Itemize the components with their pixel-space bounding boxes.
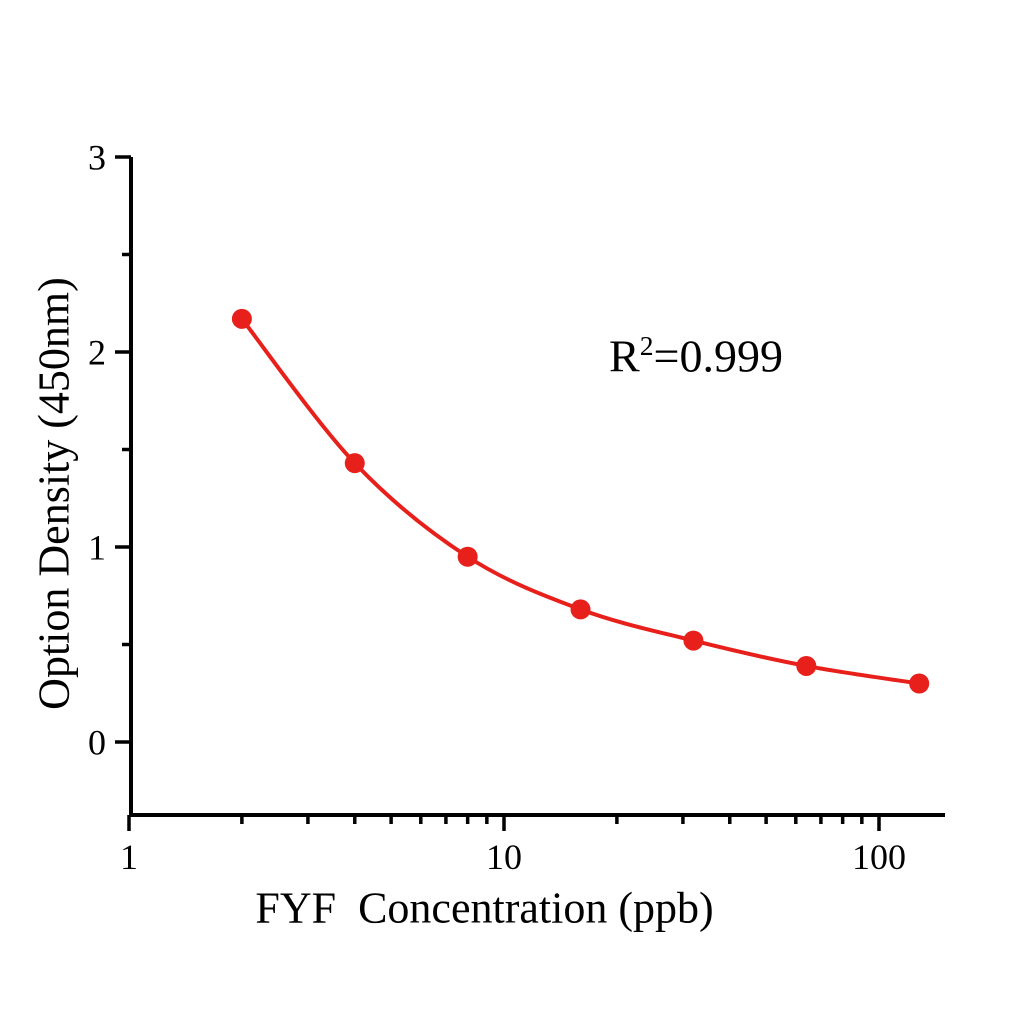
x-tick-label: 100 (852, 837, 906, 877)
data-point-marker (344, 453, 365, 474)
data-point-marker (796, 655, 817, 676)
y-axis-title: Option Density (450nm) (29, 266, 79, 710)
x-axis-title: FYF Concentration (ppb) (255, 883, 725, 933)
r-squared-base: R (609, 330, 640, 382)
y-tick-label: 2 (88, 333, 106, 373)
y-tick-label: 0 (88, 723, 106, 763)
y-tick-label: 3 (88, 138, 106, 178)
data-point-marker (457, 546, 478, 567)
data-point-marker (683, 630, 704, 651)
data-point-marker (231, 308, 252, 329)
r-squared-exponent: 2 (639, 330, 654, 362)
fit-curve (239, 316, 922, 686)
y-tick-label: 1 (88, 528, 106, 568)
data-point-marker (570, 599, 591, 620)
x-tick-label: 10 (486, 837, 522, 877)
x-tick-label: 1 (120, 837, 138, 877)
data-point-marker (909, 673, 930, 694)
r-squared-value: =0.999 (653, 330, 783, 382)
axis-frame (129, 157, 945, 817)
r-squared-annotation: R2=0.999 (609, 330, 783, 383)
